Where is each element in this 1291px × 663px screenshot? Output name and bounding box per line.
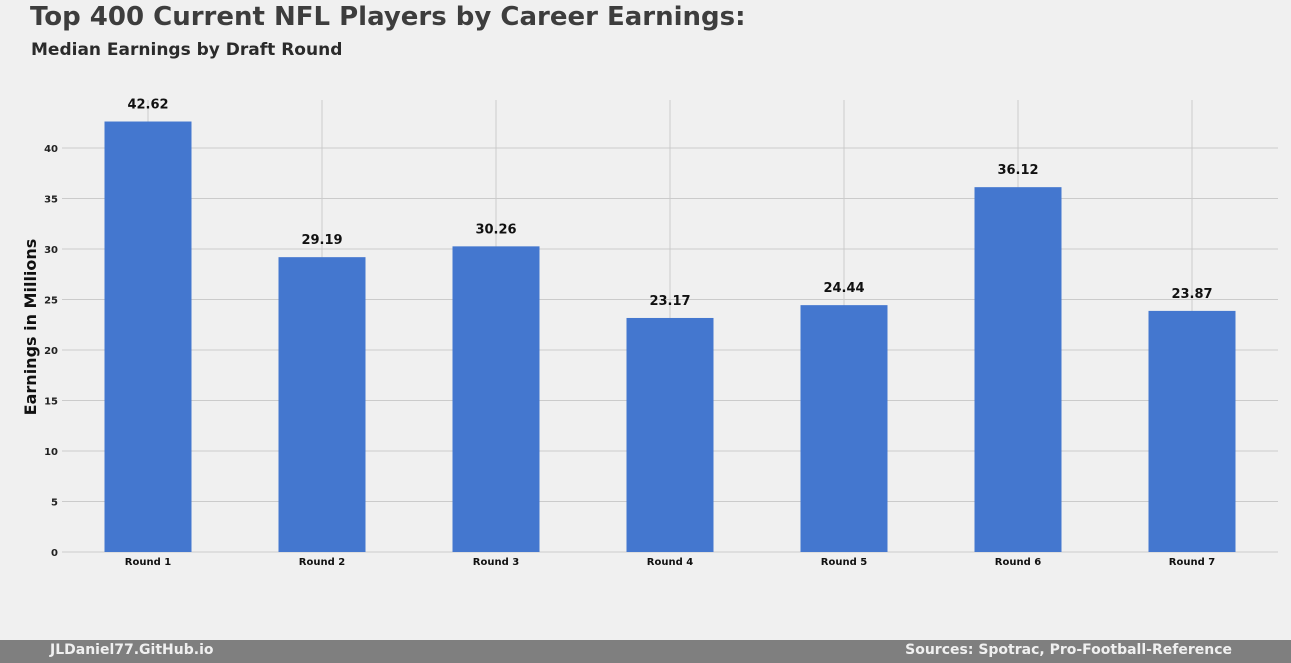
bar	[1148, 310, 1236, 552]
y-axis-label: Earnings in Millions	[21, 239, 40, 416]
footer-credit: JLDaniel77.GitHub.io	[50, 642, 214, 658]
bar	[452, 246, 540, 552]
x-tick-label: Round 3	[473, 557, 519, 568]
y-tick-label: 0	[51, 548, 58, 559]
y-tick-label: 20	[44, 346, 58, 357]
bar-value-label: 23.17	[649, 294, 690, 309]
bar-value-label: 30.26	[475, 222, 516, 237]
bar-value-label: 23.87	[1171, 287, 1212, 302]
bar-value-label: 42.62	[127, 98, 168, 113]
y-tick-label: 40	[44, 144, 58, 155]
x-tick-label: Round 6	[995, 557, 1041, 568]
footer-sources: Sources: Spotrac, Pro-Football-Reference	[905, 642, 1232, 658]
y-tick-label: 25	[44, 295, 58, 306]
chart-title: Top 400 Current NFL Players by Career Ea…	[30, 2, 746, 32]
x-tick-label: Round 4	[647, 557, 693, 568]
bar-value-label: 24.44	[823, 281, 864, 296]
x-tick-label: Round 5	[821, 557, 867, 568]
y-tick-label: 35	[44, 194, 58, 205]
y-tick-label: 15	[44, 396, 58, 407]
bar	[800, 305, 888, 552]
bar	[278, 257, 366, 552]
footer-bar: JLDaniel77.GitHub.io Sources: Spotrac, P…	[0, 640, 1291, 663]
bar	[626, 317, 714, 552]
y-tick-label: 5	[51, 497, 58, 508]
x-tick-label: Round 7	[1169, 557, 1215, 568]
bar-value-label: 36.12	[997, 163, 1038, 178]
bar	[104, 121, 192, 552]
bar-chart: 0 5 10 15 20 25 30 35 40 42.62 Round 1 29.19 Round 2…	[21, 98, 1278, 568]
y-tick-label: 30	[44, 245, 58, 256]
chart-subtitle: Median Earnings by Draft Round	[31, 40, 343, 60]
y-tick-label: 10	[44, 447, 58, 458]
x-tick-label: Round 2	[299, 557, 345, 568]
x-tick-label: Round 1	[125, 557, 171, 568]
bar-value-label: 29.19	[301, 233, 342, 248]
bar	[974, 187, 1062, 552]
